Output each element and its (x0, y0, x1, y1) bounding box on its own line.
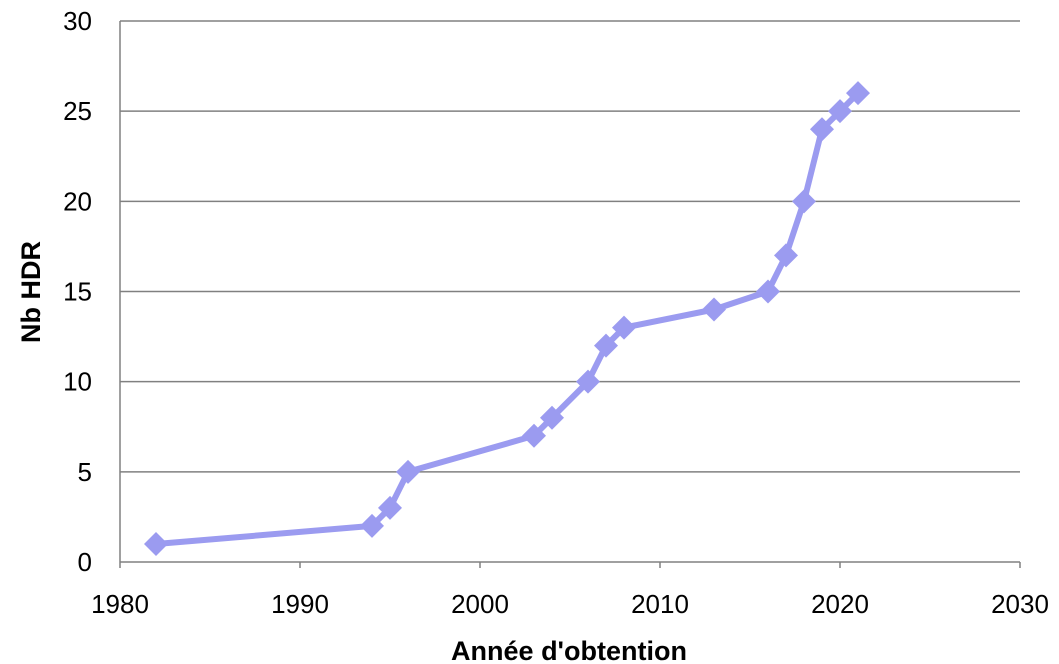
data-point-marker (378, 495, 402, 520)
y-tick-label: 25 (63, 96, 92, 126)
data-point-marker (522, 423, 546, 448)
x-tick-label: 1980 (91, 589, 149, 619)
x-tick-label: 2000 (451, 589, 509, 619)
data-point-marker (846, 81, 870, 106)
y-tick-label: 30 (63, 6, 92, 36)
x-tick-label: 2010 (631, 589, 689, 619)
y-tick-label: 0 (78, 547, 92, 577)
data-point-marker (756, 279, 780, 304)
y-tick-label: 20 (63, 186, 92, 216)
data-point-marker (396, 459, 420, 484)
x-tick-labels: 1980 1990 2000 2010 2020 2030 (91, 589, 1049, 619)
data-point-marker (612, 315, 636, 340)
data-point-marker (792, 189, 816, 214)
series-line (153, 90, 861, 547)
gridlines (120, 20, 1020, 473)
x-tick-label: 1990 (271, 589, 329, 619)
data-series (144, 81, 870, 556)
y-tick-label: 15 (63, 277, 92, 307)
x-axis-label: Année d'obtention (451, 636, 687, 664)
y-tick-label: 5 (78, 457, 92, 487)
data-point-marker (540, 405, 564, 430)
data-point-marker (576, 369, 600, 394)
data-point-marker (360, 513, 384, 538)
y-axis-label: Nb HDR (16, 241, 46, 343)
data-point-marker (810, 117, 834, 142)
data-point-marker (144, 531, 168, 556)
data-point-marker (774, 243, 798, 268)
x-tick-label: 2020 (811, 589, 869, 619)
y-tick-labels: 0 5 10 15 20 25 30 (63, 6, 92, 577)
axes (119, 21, 1021, 568)
data-point-marker (828, 99, 852, 124)
data-point-marker (594, 333, 618, 358)
data-point-marker (702, 297, 726, 322)
y-tick-label: 10 (63, 367, 92, 397)
x-tick-label: 2030 (991, 589, 1049, 619)
